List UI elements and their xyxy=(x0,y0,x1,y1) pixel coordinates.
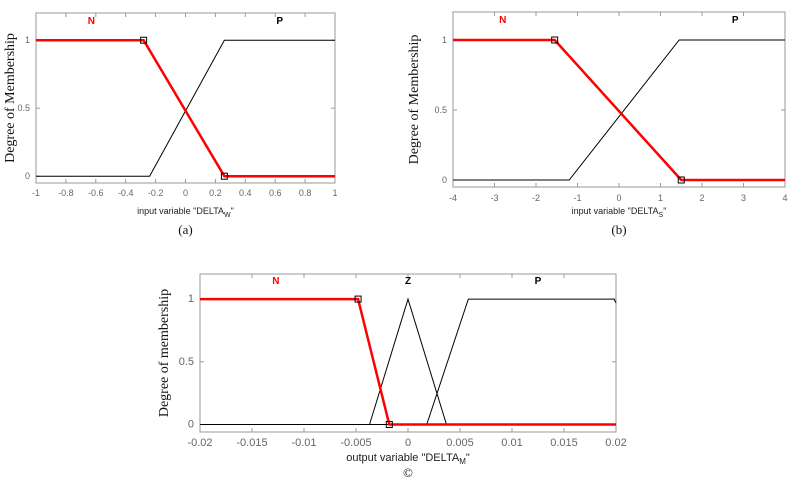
breakpoint-marker xyxy=(677,176,685,184)
series-p-line xyxy=(453,39,785,181)
series-label-n: N xyxy=(499,15,506,26)
breakpoint-marker xyxy=(551,36,559,44)
y-tick-label: 0.5 xyxy=(179,356,194,368)
x-tick-label: -1 xyxy=(32,188,40,198)
series-label-z: Z xyxy=(405,276,411,287)
x-tick-label: -0.01 xyxy=(291,437,316,449)
x-tick-label: -0.005 xyxy=(340,437,371,449)
x-tick-label: -2 xyxy=(532,193,540,203)
series-n-line xyxy=(36,38,335,178)
breakpoint-marker xyxy=(220,172,228,180)
y-tick-label: 1 xyxy=(25,35,30,45)
x-tick-label: -0.6 xyxy=(88,188,104,198)
x-tick-label: -0.2 xyxy=(148,188,164,198)
y-tick-label: 0.5 xyxy=(17,103,30,113)
figure-caption: (a) xyxy=(178,222,192,237)
y-axis-label: Degree of Membership xyxy=(407,35,422,165)
y-axis-label: Degree of Membership xyxy=(3,33,18,163)
breakpoint-marker xyxy=(140,36,148,44)
y-tick-label: 1 xyxy=(442,35,447,45)
x-tick-label: 0.6 xyxy=(269,188,282,198)
y-tick-label: 0 xyxy=(188,418,194,430)
series-label-p: P xyxy=(732,15,739,26)
x-tick-label: -0.8 xyxy=(58,188,74,198)
x-tick-label: 0.2 xyxy=(209,188,222,198)
y-tick-label: 0 xyxy=(442,175,447,185)
x-axis-label: input variable "DELTAW" xyxy=(137,206,234,219)
x-tick-label: -0.02 xyxy=(187,437,212,449)
figure-caption: (b) xyxy=(611,222,626,237)
series-label-n: N xyxy=(272,276,279,287)
x-tick-label: -0.4 xyxy=(118,188,134,198)
x-tick-label: 1 xyxy=(332,188,337,198)
y-axis-label: Degree of membership xyxy=(157,289,172,417)
x-axis-label: output variable "DELTAM" xyxy=(346,452,470,466)
x-tick-label: 0 xyxy=(183,188,188,198)
x-tick-label: -1 xyxy=(573,193,581,203)
x-tick-label: 0.01 xyxy=(501,437,522,449)
series-p-line xyxy=(200,298,617,425)
x-tick-label: 0.015 xyxy=(550,437,578,449)
x-axis-label: input variable "DELTAS" xyxy=(572,206,667,219)
x-tick-label: 0 xyxy=(616,193,621,203)
x-tick-label: 1 xyxy=(658,193,663,203)
x-tick-label: 2 xyxy=(699,193,704,203)
series-n-line xyxy=(200,297,616,426)
x-tick-label: 0.4 xyxy=(239,188,252,198)
x-tick-label: 0.02 xyxy=(605,437,626,449)
series-n-line xyxy=(453,38,785,182)
breakpoint-marker xyxy=(385,420,393,428)
x-tick-label: -3 xyxy=(490,193,498,203)
figure-caption: © xyxy=(403,465,413,480)
y-tick-label: 0 xyxy=(25,171,30,181)
series-label-p: P xyxy=(535,276,542,287)
x-tick-label: 0 xyxy=(405,437,411,449)
plot-area xyxy=(452,11,786,188)
x-tick-label: 0.005 xyxy=(446,437,474,449)
breakpoint-marker xyxy=(354,295,362,303)
chart-a: -1 -0.8 -0.6 -0.4 -0.2 0 0.2 0.4 0.6 0.8 1 0 0.5 1 P Ni… xyxy=(3,12,338,237)
series-label-n: N xyxy=(88,16,95,27)
x-tick-label: -0.015 xyxy=(236,437,267,449)
y-tick-label: 0.5 xyxy=(434,105,447,115)
series-p-line xyxy=(36,39,335,177)
series-label-p: P xyxy=(276,16,283,27)
x-tick-label: -4 xyxy=(449,193,457,203)
plot-area xyxy=(35,12,336,184)
x-tick-label: 3 xyxy=(741,193,746,203)
x-tick-label: 0.8 xyxy=(299,188,312,198)
x-tick-label: 4 xyxy=(782,193,787,203)
chart-c: -0.02 -0.015 -0.01 -0.005 0 0.005 0.01 0.015 0.0… xyxy=(157,273,627,480)
y-tick-label: 1 xyxy=(188,293,194,305)
